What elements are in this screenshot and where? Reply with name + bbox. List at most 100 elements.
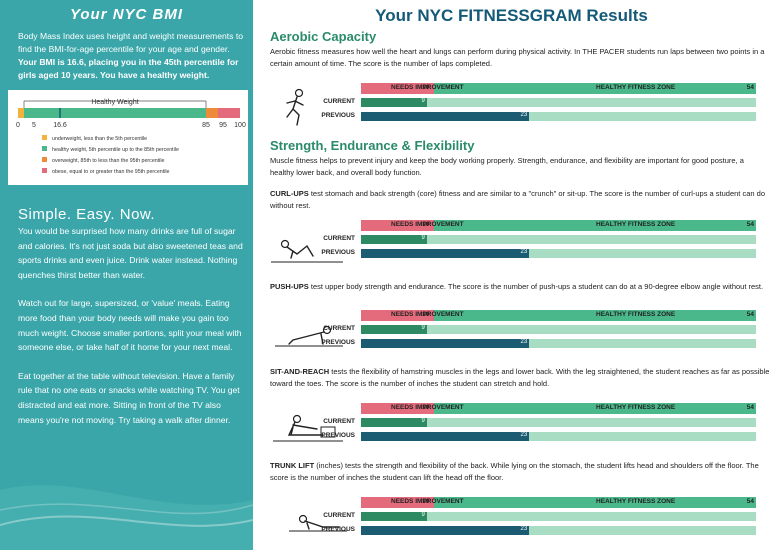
- max-label: 54: [746, 404, 754, 411]
- max-label: 54: [746, 311, 754, 318]
- previous-value: 23: [520, 112, 528, 118]
- tick-bmi: 16.6: [53, 122, 67, 129]
- previous-bar: 23: [361, 112, 530, 121]
- page-title: Your NYC FITNESSGRAM Results: [375, 6, 648, 25]
- zone-label: HEALTHY FITNESS ZONE: [596, 498, 676, 505]
- bar-header: NEEDS IMPROVEMENT 10 HEALTHY FITNESS ZON…: [361, 403, 756, 414]
- push-desc: test upper body strength and endurance. …: [310, 282, 764, 291]
- current-track: 9: [361, 512, 756, 521]
- legend-swatch-healthy: [42, 146, 47, 151]
- zone-segment: [434, 497, 756, 508]
- max-label: 54: [746, 221, 754, 228]
- overweight-segment: [206, 108, 218, 118]
- tick-95: 95: [219, 122, 227, 129]
- needs-label: NEEDS IMPROVEMENT: [391, 221, 464, 228]
- tick-100: 100: [234, 122, 246, 129]
- bmi-desc-1: Body Mass Index uses height and weight m…: [18, 31, 243, 54]
- strength-text: Muscle fitness helps to prevent injury a…: [270, 156, 744, 177]
- zone-segment: [434, 83, 756, 94]
- underweight-segment: [18, 108, 24, 118]
- previous-value: 23: [520, 339, 528, 345]
- main-content: Your NYC FITNESSGRAM Results Aerobic Cap…: [253, 0, 770, 550]
- bar-header: NEEDS IMPROVEMENT 10 HEALTHY FITNESS ZON…: [361, 310, 756, 321]
- aerobic-title: Aerobic Capacity: [270, 29, 377, 44]
- legend-obese: obese, equal to or greater than the 95th…: [52, 169, 170, 175]
- current-track: 9: [361, 418, 756, 427]
- previous-bar: 23: [361, 432, 530, 441]
- zone-label: HEALTHY FITNESS ZONE: [596, 221, 676, 228]
- current-bar: 9: [361, 418, 427, 427]
- previous-track: 23: [361, 526, 756, 535]
- bmi-scale-panel: Healthy Weight 0 5 16.6 85 95 100 underw…: [8, 90, 248, 185]
- current-value: 9: [421, 235, 425, 241]
- needs-segment: [361, 220, 435, 231]
- obese-segment: [218, 108, 240, 118]
- zone-label: HEALTHY FITNESS ZONE: [596, 311, 676, 318]
- push-up-icon: [275, 325, 343, 347]
- previous-value: 23: [520, 249, 528, 255]
- bar-header: NEEDS IMPROVEMENT 10 HEALTHY FITNESS ZON…: [361, 220, 756, 231]
- tick-85: 85: [202, 122, 210, 129]
- current-label: CURRENT: [323, 235, 355, 242]
- chart-aerobic: NEEDS IMPROVEMENT 10 HEALTHY FITNESS ZON…: [263, 83, 768, 135]
- current-value: 9: [421, 98, 425, 104]
- current-label: CURRENT: [323, 325, 355, 332]
- current-label: CURRENT: [323, 98, 355, 105]
- threshold-label: 10: [422, 498, 430, 505]
- simple-paragraph: Eat together at the table without televi…: [18, 370, 240, 425]
- legend-swatch-overweight: [42, 157, 47, 162]
- zone-label: HEALTHY FITNESS ZONE: [596, 84, 676, 91]
- trunk-name: TRUNK LIFT: [270, 461, 315, 470]
- zone-segment: [434, 310, 756, 321]
- current-value: 9: [421, 418, 425, 424]
- previous-label: PREVIOUS: [321, 339, 355, 346]
- curl-name: CURL-UPS: [270, 189, 309, 198]
- previous-label: PREVIOUS: [321, 526, 355, 533]
- threshold-label: 10: [422, 221, 430, 228]
- current-bar: 9: [361, 235, 427, 244]
- previous-track: 23: [361, 432, 756, 441]
- legend-swatch-obese: [42, 168, 47, 173]
- simple-title: Simple. Easy. Now.: [18, 206, 156, 223]
- tick-5: 5: [32, 122, 36, 129]
- strength-title: Strength, Endurance & Flexibility: [270, 138, 475, 153]
- previous-value: 23: [520, 526, 528, 532]
- current-bar: 9: [361, 325, 427, 334]
- threshold-label: 10: [422, 311, 430, 318]
- current-label: CURRENT: [323, 418, 355, 425]
- chart-curl-ups: NEEDS IMPROVEMENT 10 HEALTHY FITNESS ZON…: [263, 220, 768, 272]
- current-label: CURRENT: [323, 512, 355, 519]
- previous-track: 23: [361, 112, 756, 121]
- bmi-description: Body Mass Index uses height and weight m…: [18, 30, 246, 82]
- legend-underweight: underweight, less than the 5th percentil…: [52, 136, 147, 142]
- sit-and-reach-icon: [273, 414, 343, 442]
- legend-overweight: overweight, 85th to less than the 95th p…: [52, 158, 165, 164]
- push-name: PUSH-UPS: [270, 282, 309, 291]
- needs-label: NEEDS IMPROVEMENT: [391, 311, 464, 318]
- needs-segment: [361, 310, 435, 321]
- previous-bar: 23: [361, 339, 530, 348]
- threshold-label: 10: [422, 404, 430, 411]
- needs-segment: [361, 497, 435, 508]
- previous-label: PREVIOUS: [321, 112, 355, 119]
- current-track: 9: [361, 235, 756, 244]
- needs-label: NEEDS IMPROVEMENT: [391, 84, 464, 91]
- tick-0: 0: [16, 122, 20, 129]
- previous-bar: 23: [361, 526, 530, 535]
- simple-text: You would be surprised how many drinks a…: [18, 224, 243, 441]
- runner-icon: [286, 88, 304, 126]
- trunk-text: TRUNK LIFT (inches) tests the strength a…: [270, 460, 770, 484]
- bmi-scale: Healthy Weight 0 5 16.6 85 95 100 underw…: [16, 99, 246, 175]
- bmi-title: Your NYC BMI: [69, 6, 184, 23]
- sit-desc: tests the flexibility of hamstring muscl…: [270, 367, 770, 388]
- needs-segment: [361, 403, 435, 414]
- bmi-desc-2: Your BMI is 16.6, placing you in the 45t…: [18, 57, 239, 80]
- previous-label: PREVIOUS: [321, 432, 355, 439]
- push-text: PUSH-UPS test upper body strength and en…: [270, 281, 770, 293]
- zone-segment: [434, 403, 756, 414]
- scale-label: Healthy Weight: [91, 99, 138, 106]
- current-value: 9: [421, 512, 425, 518]
- healthy-segment: [24, 108, 206, 118]
- chart-trunk-lift: NEEDS IMPROVEMENT 10 HEALTHY FITNESS ZON…: [263, 497, 768, 549]
- simple-paragraph: You would be surprised how many drinks a…: [18, 226, 243, 280]
